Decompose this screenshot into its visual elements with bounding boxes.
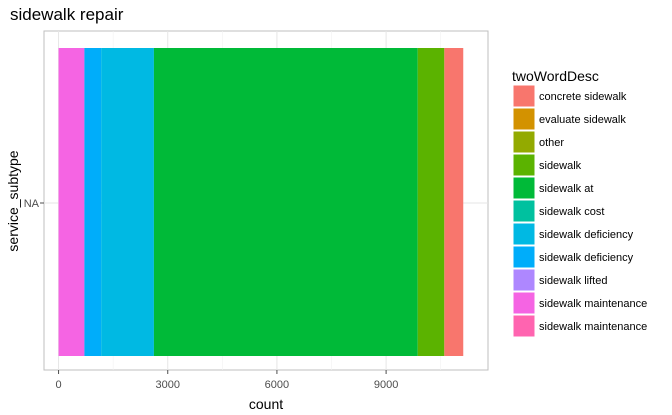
legend-swatch <box>512 314 536 338</box>
chart-title: sidewalk repair <box>10 5 124 24</box>
legend-swatch <box>512 84 536 108</box>
legend-label: sidewalk at <box>539 183 593 195</box>
bar-segments <box>58 48 464 356</box>
bar-segment <box>101 48 154 356</box>
x-axis-ticks: 0 3000 6000 9000 <box>55 370 398 391</box>
bar-segment <box>58 48 85 356</box>
bar-segment <box>444 48 464 356</box>
x-tick-label: 6000 <box>265 379 289 391</box>
legend: twoWordDesc concrete sidewalk evaluate si… <box>512 68 647 338</box>
bar-segment <box>84 48 102 356</box>
y-tick-label: NA <box>24 198 40 210</box>
legend-swatch <box>512 130 536 154</box>
bar-segment <box>153 48 418 356</box>
legend-swatch <box>512 222 536 246</box>
x-axis-label: count <box>249 396 283 412</box>
legend-label: sidewalk deficiency <box>539 252 634 264</box>
legend-label: concrete sidewalk <box>539 91 627 103</box>
legend-title: twoWordDesc <box>512 68 599 84</box>
legend-items: concrete sidewalk evaluate sidewalk other s… <box>512 84 647 338</box>
x-tick-label: 0 <box>55 379 61 391</box>
legend-label: sidewalk maintenance <box>539 321 647 333</box>
legend-label: other <box>539 137 564 149</box>
legend-label: sidewalk deficiency <box>539 229 634 241</box>
legend-swatch <box>512 153 536 177</box>
legend-label: sidewalk lifted <box>539 275 607 287</box>
legend-swatch <box>512 107 536 131</box>
legend-label: evaluate sidewalk <box>539 114 626 126</box>
bar-segment <box>417 48 445 356</box>
x-tick-label: 3000 <box>155 379 179 391</box>
y-axis-ticks: NA <box>24 198 44 210</box>
legend-swatch <box>512 268 536 292</box>
legend-label: sidewalk <box>539 160 582 172</box>
legend-swatch <box>512 245 536 269</box>
legend-swatch <box>512 176 536 200</box>
x-tick-label: 9000 <box>374 379 398 391</box>
legend-label: sidewalk maintenance <box>539 298 647 310</box>
y-axis-label: service_subtype <box>5 150 21 251</box>
legend-swatch <box>512 199 536 223</box>
legend-label: sidewalk cost <box>539 206 604 218</box>
legend-swatch <box>512 291 536 315</box>
